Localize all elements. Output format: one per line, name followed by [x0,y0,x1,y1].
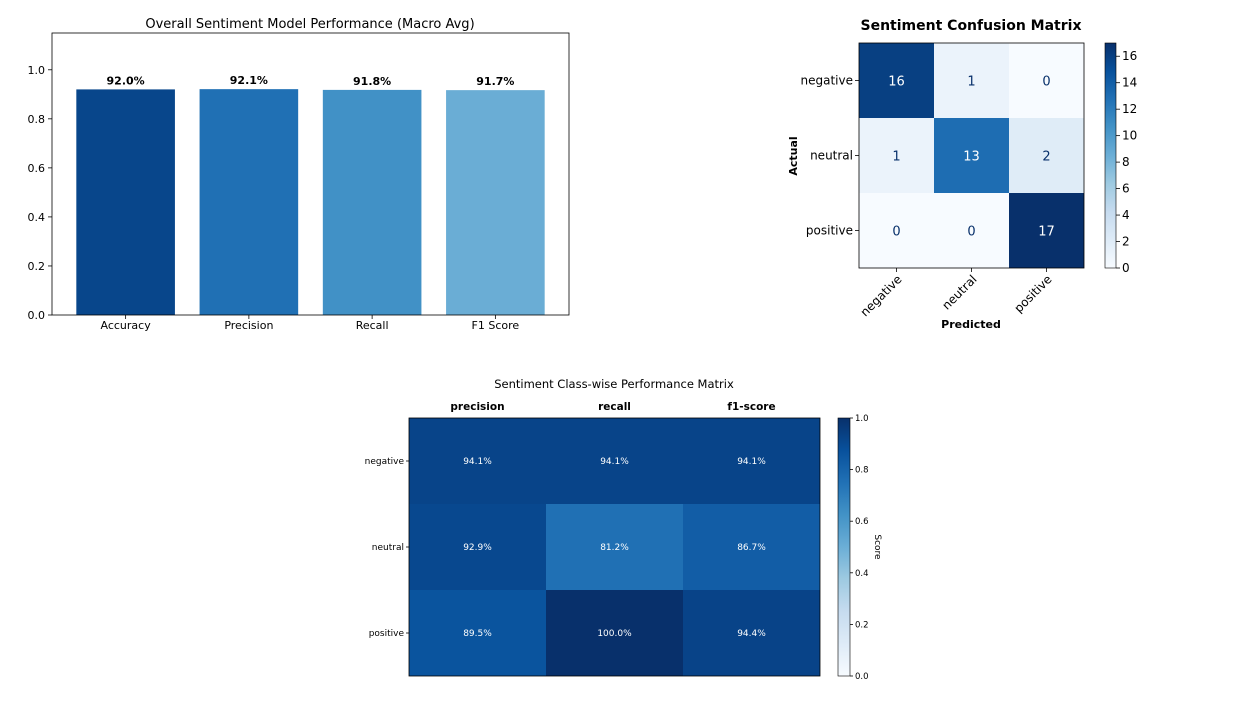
bar-f1-score [446,90,545,315]
matrix-cell-value: 81.2% [600,543,629,553]
matrix-cell-value: 16 [888,75,905,90]
bar-chart-frame [51,32,570,316]
classwise-matrix: Sentiment Class-wise Performance Matrix … [365,377,882,682]
y-tick-label: 0.0 [28,309,46,322]
matrix-cell-value: 1 [967,75,975,90]
matrix-cell-value: 86.7% [737,543,766,553]
confusion-matrix-xlabel: Predicted [941,318,1001,331]
matrix-cell [859,43,934,118]
bar-chart: Overall Sentiment Model Performance (Mac… [28,17,570,332]
matrix-cell-value: 89.5% [463,629,492,639]
y-tick-label: 0.8 [28,113,46,126]
matrix-cell [683,590,820,676]
matrix-cell-value: 94.1% [600,457,629,467]
y-tick-label: 1.0 [28,64,46,77]
bar-precision [199,89,299,315]
classwise-colorbar-label: Score [872,534,882,560]
x-tick-label: Accuracy [101,319,152,332]
colorbar-tick-label: 1.0 [855,414,869,424]
y-tick-label: 0.2 [28,260,46,273]
matrix-cell [409,504,546,590]
colorbar-tick-label: 6 [1122,182,1130,196]
matrix-cell-value: 2 [1042,150,1050,165]
row-label: negative [801,74,853,88]
bar-value-label: 92.0% [107,74,145,87]
column-label: f1-score [727,401,775,413]
row-label: positive [806,224,853,238]
colorbar-tick-label: 0.0 [855,672,869,682]
matrix-cell [546,504,683,590]
matrix-cell [934,193,1009,268]
matrix-cell [1009,193,1084,268]
confusion-matrix-colorbar [1104,42,1117,269]
confusion-matrix: Sentiment Confusion Matrix 16 1 01 13 20 0 17 … [787,18,1137,331]
matrix-cell [409,590,546,676]
colorbar-tick-label: 0.2 [855,620,869,630]
matrix-cell-value: 94.4% [737,629,766,639]
colorbar-tick-label: 0.4 [855,569,869,579]
colorbar-tick-label: 2 [1122,235,1130,249]
row-label: negative [365,457,405,467]
matrix-cell [546,418,683,504]
x-tick-label: Recall [356,319,389,332]
bar-accuracy [76,89,175,316]
classwise-matrix-colorbar [837,417,851,677]
matrix-cell [859,193,934,268]
bar-recall [322,89,422,315]
matrix-cell-value: 100.0% [597,629,632,639]
matrix-cell-value: 1 [892,150,900,165]
confusion-matrix-title: Sentiment Confusion Matrix [861,18,1082,34]
matrix-cell-value: 0 [967,225,975,240]
colorbar-tick-label: 4 [1122,208,1130,222]
matrix-cell [683,418,820,504]
matrix-cell [859,118,934,193]
matrix-cell [1009,43,1084,118]
row-label: neutral [810,149,853,163]
matrix-cell-value: 17 [1038,225,1055,240]
confusion-matrix-ylabel: Actual [787,136,800,175]
column-label: positive [1011,272,1054,315]
matrix-cell [1009,118,1084,193]
matrix-cell-value: 94.1% [737,457,766,467]
bar-value-label: 91.7% [476,75,514,88]
matrix-cell-value: 0 [1042,75,1050,90]
x-tick-label: F1 Score [472,319,520,332]
colorbar-tick-label: 16 [1122,49,1137,63]
matrix-cell [683,504,820,590]
classwise-matrix-title: Sentiment Class-wise Performance Matrix [494,377,734,391]
bar-value-label: 92.1% [230,74,268,87]
y-tick-label: 0.6 [28,162,46,175]
matrix-cell-value: 92.9% [463,543,492,553]
y-tick-label: 0.4 [28,211,46,224]
column-label: negative [858,272,905,319]
bar-value-label: 91.8% [353,75,391,88]
colorbar-tick-label: 10 [1122,129,1137,143]
row-label: positive [369,629,405,639]
matrix-cell [546,590,683,676]
matrix-cell [934,43,1009,118]
column-label: recall [598,401,631,413]
bar-chart-title: Overall Sentiment Model Performance (Mac… [145,17,474,32]
matrix-cell-value: 0 [892,225,900,240]
row-label: neutral [372,543,404,553]
colorbar-tick-label: 0 [1122,261,1130,275]
x-tick-label: Precision [224,319,273,332]
column-label: precision [450,401,504,413]
matrix-cell [934,118,1009,193]
matrix-cell [409,418,546,504]
colorbar-tick-label: 14 [1122,76,1137,90]
matrix-cell-value: 13 [963,150,980,165]
colorbar-tick-label: 0.8 [855,466,869,476]
matrix-cell-value: 94.1% [463,457,492,467]
column-label: neutral [939,272,979,312]
colorbar-tick-label: 0.6 [855,517,869,527]
colorbar-tick-label: 12 [1122,102,1137,116]
colorbar-tick-label: 8 [1122,155,1130,169]
